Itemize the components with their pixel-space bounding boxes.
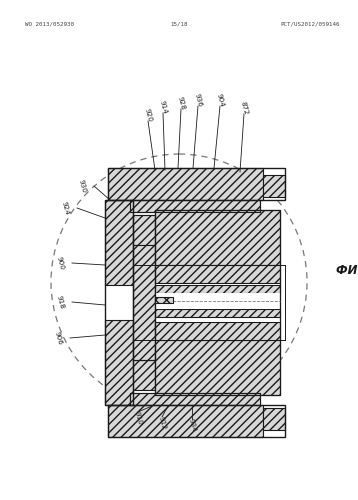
Bar — [108, 168, 263, 200]
Text: 924: 924 — [60, 200, 70, 216]
Text: PCT/US2012/059146: PCT/US2012/059146 — [281, 22, 340, 27]
Bar — [155, 265, 280, 283]
Bar — [155, 210, 280, 395]
Text: ФИГ. 16: ФИГ. 16 — [336, 264, 358, 276]
Bar — [133, 215, 155, 245]
Bar — [108, 168, 285, 200]
Text: 15/18: 15/18 — [170, 22, 188, 27]
Bar — [155, 293, 280, 309]
Text: 906: 906 — [53, 330, 63, 345]
Text: 914: 914 — [158, 100, 168, 114]
Text: 904: 904 — [215, 92, 225, 108]
Text: 920: 920 — [143, 108, 153, 122]
Text: 928: 928 — [176, 96, 186, 110]
Text: 918: 918 — [55, 294, 65, 310]
Bar — [108, 405, 263, 437]
Bar — [105, 200, 133, 405]
Text: 912: 912 — [157, 416, 167, 430]
Bar — [130, 393, 260, 405]
Text: 936: 936 — [193, 92, 203, 108]
Text: WO 2013/052930: WO 2013/052930 — [25, 22, 74, 27]
Bar — [108, 405, 285, 437]
Bar — [155, 309, 280, 317]
Text: 934: 934 — [187, 418, 197, 432]
Bar — [130, 393, 260, 405]
Text: 900: 900 — [55, 256, 65, 270]
Text: 930: 930 — [77, 178, 87, 194]
Bar — [130, 200, 260, 212]
Bar — [155, 283, 280, 322]
Bar — [105, 200, 133, 285]
Text: 872: 872 — [239, 100, 249, 116]
Bar — [155, 340, 280, 395]
Bar — [155, 285, 280, 293]
Bar — [263, 175, 285, 197]
Bar — [133, 245, 155, 360]
Bar — [130, 200, 260, 212]
Bar — [133, 215, 155, 360]
Bar — [155, 297, 173, 303]
Bar — [105, 320, 133, 405]
Text: 910: 910 — [133, 410, 143, 426]
Bar — [155, 322, 280, 340]
Bar — [263, 408, 285, 430]
Bar — [155, 210, 280, 265]
Bar — [133, 360, 155, 390]
